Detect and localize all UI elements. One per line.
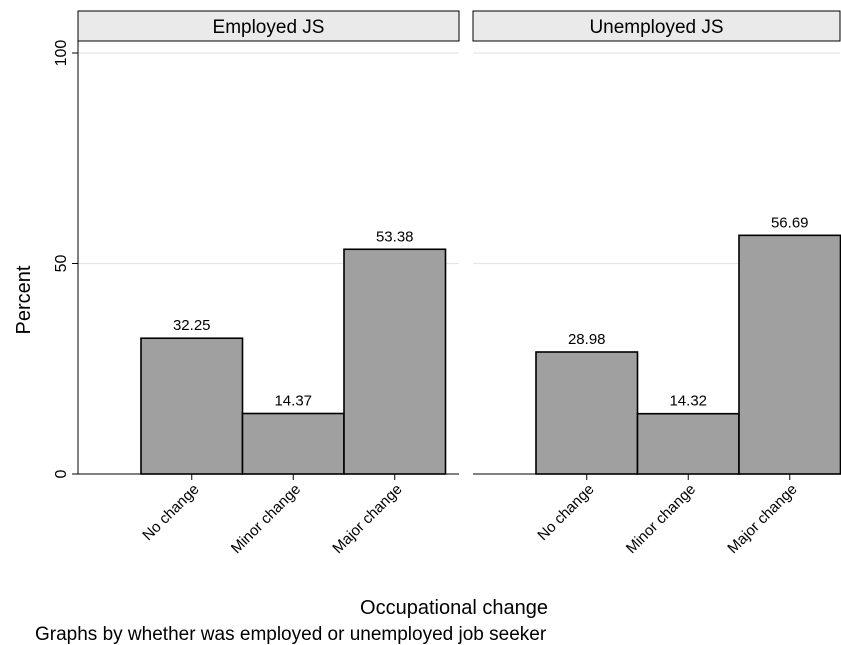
bar-no-change (140, 337, 244, 475)
graphs-by-note: Graphs by whether was employed or unempl… (35, 624, 547, 645)
bar-minor-change (636, 412, 740, 475)
x-tick-label: No change (139, 481, 202, 544)
x-tick-label: Minor change (623, 481, 699, 557)
chart-panels: Employed JS 0 50 100 32.25 No change 14.37 Mino… (53, 10, 841, 557)
bar-value-label: 53.38 (376, 228, 414, 245)
panel-header (472, 10, 841, 42)
panel-title: Unemployed JS (589, 17, 723, 38)
y-axis-title: Percent (13, 265, 35, 334)
bar-value-label: 14.37 (274, 393, 312, 410)
x-tick-label: Major change (329, 481, 405, 557)
x-axis-title: Occupational change (360, 597, 548, 619)
panel-1: Employed JS 0 50 100 32.25 No change 14.37 Mino… (53, 10, 460, 557)
bar-value-label: 14.32 (669, 393, 707, 410)
x-tick-label: Minor change (228, 481, 304, 557)
bar-major-change (343, 248, 447, 475)
y-tick-label: 0 (53, 469, 70, 478)
bar-value-label: 28.98 (568, 331, 606, 348)
panel-header (77, 10, 460, 42)
bar-major-change (738, 234, 841, 475)
bar-value-label: 32.25 (173, 317, 211, 334)
x-tick-label: Major change (724, 481, 800, 557)
panel-title: Employed JS (213, 17, 325, 38)
bar-value-label: 56.69 (771, 214, 809, 231)
x-tick-label: No change (534, 481, 597, 544)
y-tick-label: 50 (53, 255, 70, 273)
y-tick-label: 100 (53, 40, 70, 67)
bar-no-change (535, 351, 639, 475)
bar-minor-change (241, 412, 345, 475)
panel-2: Unemployed JS 28.98 No change 14.32 Minor ch… (472, 10, 841, 557)
